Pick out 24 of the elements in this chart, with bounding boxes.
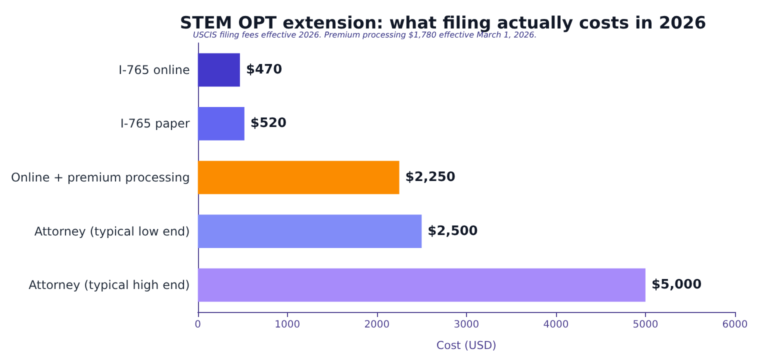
bar	[198, 53, 240, 87]
data-label: $520	[250, 116, 287, 132]
y-tick-label: Online + premium processing	[10, 170, 190, 184]
data-label: $5,000	[651, 278, 702, 293]
data-label: $2,500	[428, 224, 478, 239]
y-tick-label: Attorney (typical high end)	[28, 278, 190, 292]
x-tick-label: 2000	[364, 320, 390, 330]
chart-subtitle: USCIS filing fees effective 2026. Premium processing $1,780 effective March 1, 2026.	[193, 30, 537, 40]
x-axis-title: Cost (USD)	[436, 339, 496, 352]
x-tick-label: 3000	[454, 320, 480, 330]
data-label: $470	[246, 62, 282, 78]
y-tick-label: I-765 paper	[120, 116, 190, 131]
x-tick-label: 4000	[543, 320, 569, 330]
bar	[198, 214, 422, 248]
x-tick-label: 6000	[722, 320, 748, 330]
bar	[198, 160, 400, 194]
x-tick-label: 5000	[632, 320, 658, 330]
y-tick-label: Attorney (typical low end)	[34, 224, 190, 238]
bar	[198, 268, 646, 302]
y-tick-label: I-765 online	[118, 62, 190, 77]
data-label: $2,250	[405, 170, 456, 185]
x-tick-label: 1000	[274, 320, 300, 330]
bar	[198, 107, 244, 140]
x-tick-label: 0	[194, 320, 202, 330]
